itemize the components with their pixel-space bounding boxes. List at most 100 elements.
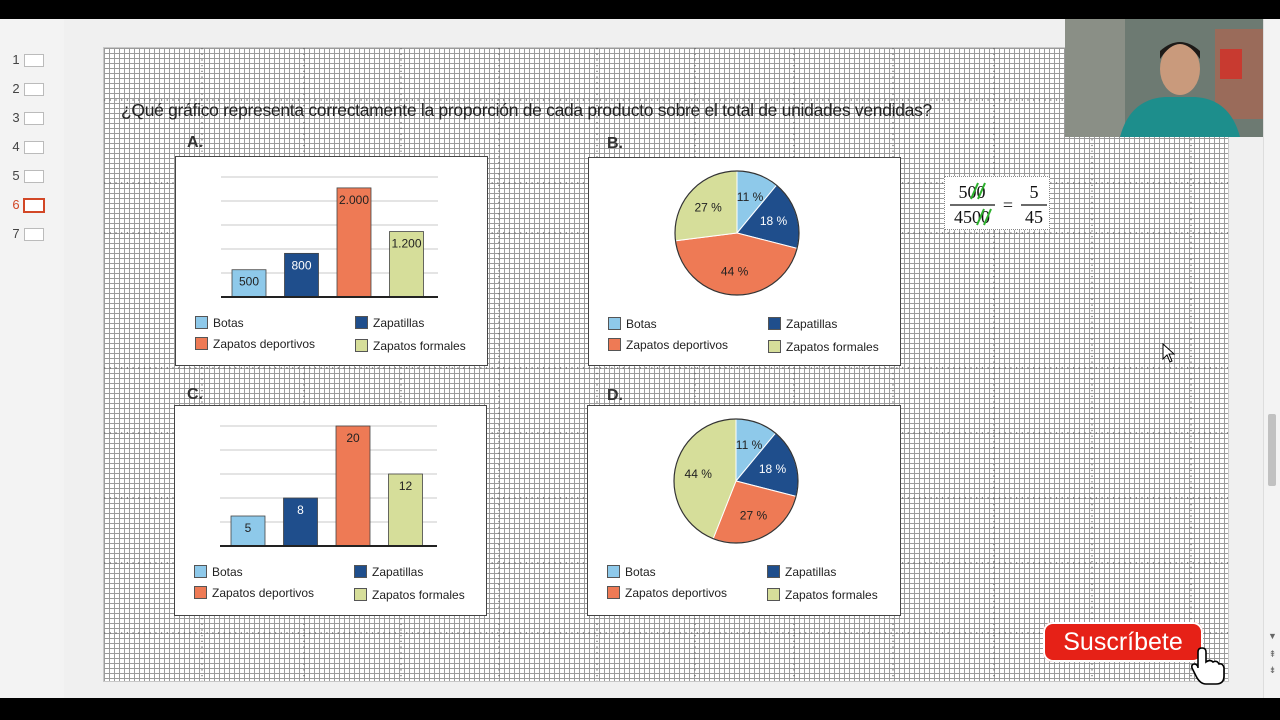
bar-value-label: 5: [245, 521, 252, 535]
legend-swatch-deportivos: [195, 337, 208, 350]
panel-label-d: D.: [607, 387, 623, 404]
pie-value-label: 27 %: [740, 508, 768, 522]
pie-value-label: 11 %: [737, 190, 764, 204]
legend-label: Zapatos formales: [786, 340, 879, 354]
legend-zapatillas: Zapatillas: [354, 565, 423, 579]
bar-formales: [388, 473, 423, 547]
slide-thumbnail-image: [24, 54, 44, 67]
slide-thumbnail-1[interactable]: 1: [0, 49, 60, 71]
legend-deportivos: Zapatos deportivos: [608, 338, 728, 352]
slide-thumbnail-3[interactable]: 3: [0, 107, 60, 129]
panel-label-a: A.: [187, 134, 203, 151]
slide-thumbnail-5[interactable]: 5: [0, 165, 60, 187]
webcam-overlay: [1065, 19, 1275, 137]
pie-chart-d: 11 % 18 % 27 % 44 %: [673, 418, 799, 544]
chart-panel-d[interactable]: 11 % 18 % 27 % 44 % Botas Zapatillas Zapato…: [587, 405, 901, 616]
slide-number: 3: [12, 110, 20, 125]
slide-thumbnail-2[interactable]: 2: [0, 78, 60, 100]
legend-swatch-zapatillas: [768, 317, 781, 330]
legend-swatch-zapatillas: [355, 316, 368, 329]
bar-deportivos: [335, 425, 371, 547]
legend-label: Zapatillas: [786, 317, 838, 331]
bar-chart-a: 500 800 2.000 1.200: [221, 176, 438, 298]
pie-value-label: 44 %: [721, 264, 749, 278]
fraction-right-denominator: 45: [1025, 207, 1043, 227]
legend-zapatillas: Zapatillas: [768, 317, 837, 331]
fraction-equation[interactable]: 500 4500 = 5 45: [944, 176, 1050, 230]
bar-value-label: 2.000: [339, 193, 369, 207]
legend-swatch-botas: [608, 317, 621, 330]
top-black-bar: [0, 0, 1280, 19]
legend-label: Zapatos deportivos: [626, 338, 729, 352]
legend-label: Botas: [212, 565, 243, 579]
legend-label: Botas: [625, 565, 656, 579]
bar-value-label: 20: [346, 431, 360, 445]
pie-value-label: 11 %: [736, 438, 763, 452]
scroll-down-icon[interactable]: ▼: [1268, 631, 1277, 641]
legend-botas: Botas: [608, 317, 657, 331]
legend-formales: Zapatos formales: [768, 340, 879, 354]
subscribe-button[interactable]: Suscríbete: [1043, 622, 1203, 662]
next-slide-icon[interactable]: ⇟: [1268, 665, 1277, 675]
vertical-scrollbar[interactable]: ▼ ⇞ ⇟: [1263, 19, 1280, 698]
hand-pointer-icon: [1191, 647, 1225, 685]
cancel-stroke: [983, 208, 992, 226]
bar-deportivos: [336, 187, 372, 298]
pie-outline: [673, 418, 799, 544]
slide-thumbnail-4[interactable]: 4: [0, 136, 60, 158]
legend-zapatillas: Zapatillas: [355, 316, 424, 330]
question-text: ¿Qué gráfico representa correctamente la…: [121, 100, 932, 120]
bar-value-label: 1.200: [391, 237, 421, 251]
slide-thumbnail-image: [23, 198, 45, 213]
scrollbar-thumb[interactable]: [1268, 414, 1276, 486]
legend-label: Zapatos deportivos: [213, 337, 316, 351]
bar-chart-c: 5 8 20 12: [220, 425, 437, 547]
panel-label-b: B.: [607, 135, 623, 152]
slide-thumbnail-image: [24, 141, 44, 154]
legend-swatch-formales: [355, 339, 368, 352]
cancel-stroke: [976, 208, 985, 226]
pie-value-label: 44 %: [685, 467, 713, 481]
legend-label: Zapatillas: [373, 316, 425, 330]
bar-value-label: 500: [239, 275, 259, 289]
slide-thumbnail-image: [24, 112, 44, 125]
chart-panel-c[interactable]: 5 8 20 12 Botas Zapatillas Zapatos deportiv…: [174, 405, 487, 616]
pie-outline: [674, 170, 800, 296]
pie-value-label: 27 %: [694, 201, 722, 215]
slide-thumbnail-7[interactable]: 7: [0, 223, 60, 245]
legend-swatch-formales: [767, 588, 780, 601]
bar-botas: [230, 515, 266, 547]
panel-label-c: C.: [187, 386, 203, 403]
legend-label: Zapatillas: [372, 565, 424, 579]
slide-number: 1: [12, 52, 20, 67]
chart-panel-a[interactable]: 500 800 2.000 1.200 Botas Zapatillas Zapato…: [175, 156, 488, 366]
legend-label: Zapatos formales: [372, 588, 465, 602]
bar-value-label: 8: [297, 503, 304, 517]
slide-thumbnail-image: [24, 83, 44, 96]
cancel-stroke: [977, 182, 986, 200]
bar-zapatillas: [284, 252, 319, 298]
legend-label: Botas: [213, 316, 244, 330]
chart-panel-b[interactable]: 11 % 18 % 44 % 27 % Botas Zapatillas Zapato…: [588, 157, 901, 366]
pie-value-label: 18 %: [760, 214, 788, 228]
legend-swatch-zapatillas: [354, 565, 367, 578]
legend-formales: Zapatos formales: [354, 588, 465, 602]
legend-swatch-botas: [195, 316, 208, 329]
fraction-left-denominator: 4500: [954, 207, 990, 227]
pie-chart-b: 11 % 18 % 44 % 27 %: [674, 170, 800, 296]
fraction-svg: 500 4500 = 5 45: [950, 182, 1047, 227]
slide-thumbnail-6[interactable]: 6: [0, 194, 60, 216]
legend-swatch-deportivos: [194, 586, 207, 599]
legend-swatch-formales: [768, 340, 781, 353]
bottom-black-bar: [0, 698, 1280, 720]
legend-deportivos: Zapatos deportivos: [607, 586, 727, 600]
legend-deportivos: Zapatos deportivos: [194, 586, 314, 600]
legend-label: Zapatillas: [785, 565, 837, 579]
previous-slide-icon[interactable]: ⇞: [1268, 649, 1277, 659]
slide-canvas[interactable]: ¿Qué gráfico representa correctamente la…: [103, 47, 1229, 682]
mouse-pointer-icon: [1162, 343, 1176, 363]
slide-number: 5: [12, 168, 20, 183]
legend-label: Zapatos formales: [373, 339, 466, 353]
bar-value-label: 800: [291, 258, 311, 272]
legend-swatch-botas: [607, 565, 620, 578]
